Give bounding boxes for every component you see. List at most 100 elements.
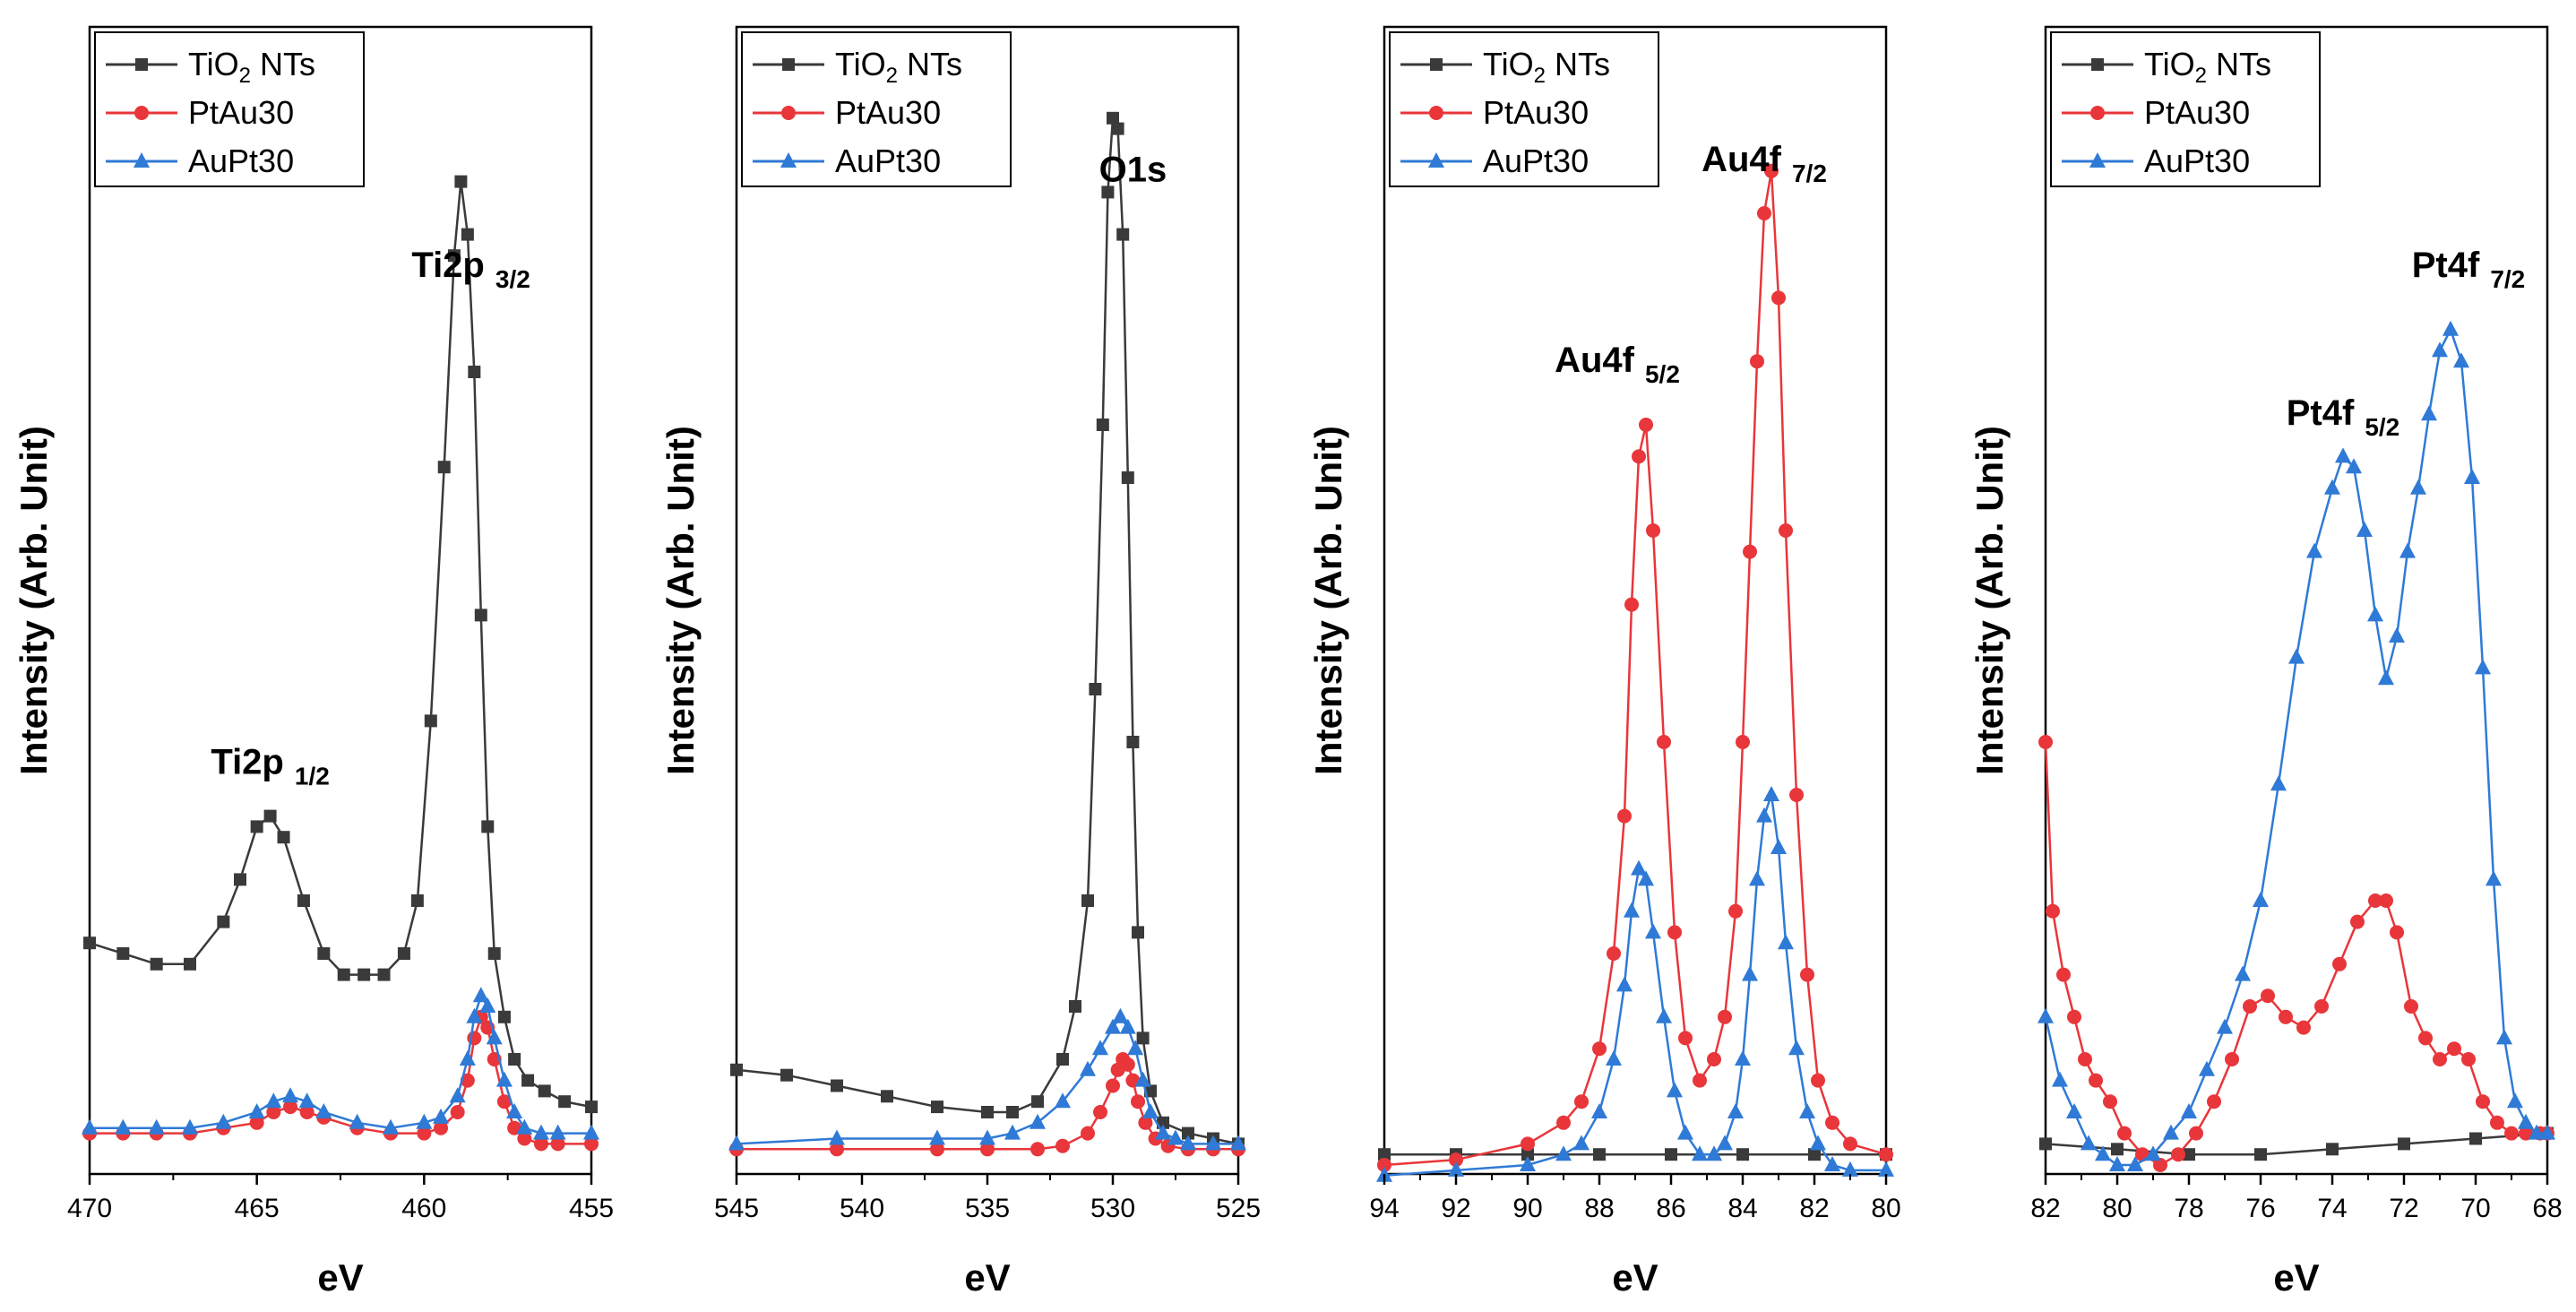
data-point — [481, 820, 495, 833]
data-point — [1167, 1129, 1184, 1145]
data-point — [829, 1129, 845, 1145]
data-point — [2109, 1156, 2125, 1171]
series-aupt30 — [1376, 786, 1894, 1182]
data-point — [1127, 1040, 1144, 1056]
legend-swatch-marker — [134, 106, 149, 120]
x-tick-label: 78 — [2174, 1194, 2203, 1223]
data-point — [1120, 1057, 1135, 1072]
data-point — [263, 809, 277, 823]
chart-panel-1: 470 465 460 455 eV Intensity (Arb. Unit) Ti2p 1… — [13, 25, 614, 1299]
data-point — [1592, 1041, 1607, 1057]
data-point — [1645, 923, 1661, 939]
data-point — [2117, 1126, 2132, 1141]
x-tick-label: 540 — [840, 1194, 884, 1223]
data-point — [317, 947, 331, 960]
data-point — [116, 947, 130, 960]
legend-entry: AuPt30 — [1483, 142, 1589, 179]
data-point — [1665, 1148, 1677, 1161]
legend-entry-sub: 2 — [2195, 64, 2207, 88]
data-point — [1136, 1031, 1150, 1045]
data-point — [1728, 903, 1743, 919]
data-point — [1111, 122, 1124, 135]
data-point — [2127, 1156, 2143, 1171]
data-point — [1081, 894, 1094, 907]
data-point — [1824, 1156, 1840, 1171]
data-point — [1799, 1103, 1815, 1118]
x-tick-label: 68 — [2532, 1194, 2562, 1223]
data-point — [2056, 967, 2071, 982]
data-point — [2254, 1148, 2267, 1161]
data-point — [2504, 1126, 2519, 1141]
peak-label-main: Pt4f — [2412, 246, 2480, 285]
data-point — [2496, 1029, 2512, 1045]
x-tick-label: 88 — [1584, 1194, 1614, 1223]
data-point — [2476, 1094, 2490, 1109]
chart-panel-2: 545 540 535 530 525 eV Intensity (Arb. Unit) O1… — [659, 25, 1261, 1299]
peak-label: Au4f 7/2 — [1702, 140, 1827, 187]
data-point — [930, 1142, 944, 1157]
data-point — [82, 1118, 98, 1135]
x-axis-label: eV — [317, 1256, 363, 1299]
data-point — [2314, 999, 2329, 1014]
peak-label-sub: 1/2 — [295, 762, 330, 790]
data-point — [979, 1129, 995, 1145]
data-point — [1573, 1135, 1590, 1151]
data-point — [583, 1124, 599, 1140]
data-point — [2335, 447, 2351, 463]
data-point — [2066, 1103, 2082, 1118]
x-tick-label: 455 — [569, 1194, 614, 1223]
legend-entry-rest: NTs — [1546, 46, 1610, 82]
legend-entry-main: TiO — [1483, 46, 1534, 82]
data-point — [981, 1106, 994, 1118]
data-point — [2038, 1007, 2054, 1023]
data-point — [1004, 1124, 1021, 1140]
data-point — [1749, 870, 1765, 886]
data-point — [1521, 1148, 1534, 1161]
data-point — [1230, 1135, 1246, 1151]
data-point — [1521, 1136, 1535, 1152]
data-point — [2442, 320, 2459, 336]
data-point — [298, 1092, 315, 1109]
data-point — [1779, 523, 1793, 538]
data-point — [1134, 1071, 1151, 1087]
data-point — [1119, 1018, 1136, 1034]
data-point — [2486, 870, 2502, 886]
data-point — [1811, 1073, 1825, 1088]
x-tick-label: 80 — [2102, 1194, 2132, 1223]
data-point — [2039, 1137, 2052, 1151]
data-point — [2171, 1147, 2185, 1162]
legend-entry-rest: NTs — [251, 46, 315, 82]
data-point — [184, 957, 196, 971]
data-point — [1205, 1135, 1221, 1151]
legend-swatch-marker — [780, 152, 797, 168]
data-point — [516, 1118, 533, 1135]
legend-entry-sub: 2 — [1534, 64, 1546, 88]
peak-label-sub: 5/2 — [2365, 413, 2399, 441]
data-point — [486, 1029, 503, 1045]
peak-label-main: Ti2p — [411, 246, 485, 285]
data-point — [2398, 1137, 2410, 1151]
x-tick-label: 80 — [1871, 1194, 1900, 1223]
data-point — [1808, 1148, 1821, 1161]
data-point — [459, 1050, 476, 1066]
legend-swatch-marker — [135, 58, 148, 71]
legend: TiO2 NTs PtAu30 AuPt30 — [94, 31, 365, 187]
data-point — [517, 1131, 532, 1146]
data-point — [215, 1113, 232, 1129]
legend-entry: PtAu30 — [1483, 94, 1589, 131]
data-point — [1377, 1158, 1391, 1172]
data-point — [466, 1007, 483, 1023]
data-point — [2306, 542, 2322, 558]
data-point — [265, 1092, 282, 1109]
data-point — [150, 957, 163, 971]
data-point — [831, 1079, 843, 1092]
legend-swatch-marker — [134, 152, 150, 168]
data-point — [1718, 1009, 1732, 1024]
data-point — [416, 1113, 433, 1129]
data-point — [549, 1124, 566, 1140]
x-tick-label: 470 — [67, 1194, 112, 1223]
data-point — [1378, 1148, 1391, 1161]
data-point — [2103, 1094, 2117, 1109]
data-point — [454, 175, 468, 188]
data-point — [1727, 1103, 1744, 1118]
